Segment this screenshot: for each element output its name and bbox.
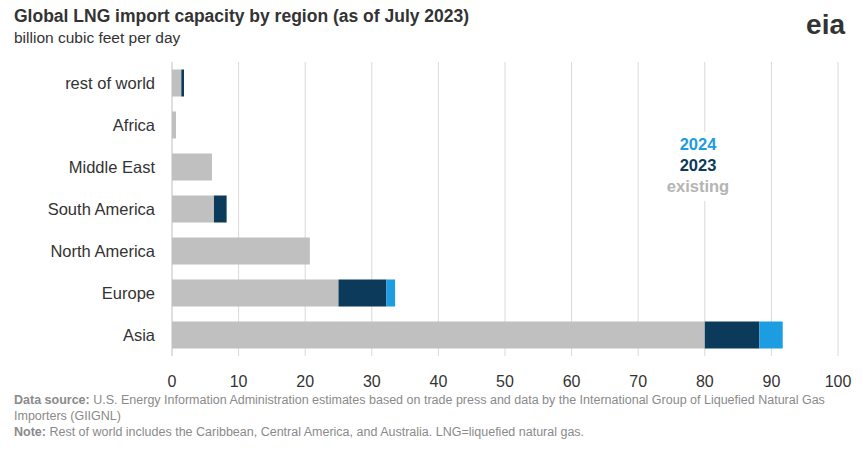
tick-label: 80 bbox=[696, 373, 714, 390]
footer-text: U.S. Energy Information Administration e… bbox=[14, 393, 825, 423]
tick-label: 100 bbox=[825, 373, 852, 390]
bar bbox=[211, 154, 212, 181]
bar bbox=[172, 280, 339, 307]
axis-line bbox=[172, 62, 173, 356]
footer-label: Note: bbox=[14, 425, 46, 439]
bar bbox=[175, 112, 176, 139]
bar bbox=[211, 154, 212, 181]
category-label: rest of world bbox=[65, 74, 155, 92]
legend-label: 2023 bbox=[680, 156, 717, 174]
tick-label: 70 bbox=[629, 373, 647, 390]
bar bbox=[309, 238, 310, 265]
bar bbox=[386, 280, 395, 307]
subtitle: billion cubic feet per day bbox=[14, 29, 181, 46]
grid-line bbox=[838, 62, 839, 356]
tick-label: 0 bbox=[168, 373, 177, 390]
bar bbox=[759, 322, 782, 349]
bar bbox=[339, 280, 387, 307]
legend: 2024 2023 existing bbox=[656, 132, 740, 201]
category-label: North America bbox=[50, 242, 155, 260]
legend-label: 2024 bbox=[680, 135, 718, 153]
bar bbox=[172, 112, 176, 139]
footer-line: Note: Rest of world includes the Caribbe… bbox=[14, 424, 854, 440]
category-label: South America bbox=[48, 200, 156, 218]
tick-label: 20 bbox=[296, 373, 314, 390]
bar bbox=[172, 322, 705, 349]
tick-label: 90 bbox=[763, 373, 781, 390]
bar bbox=[226, 196, 227, 223]
footer: Data source: U.S. Energy Information Adm… bbox=[14, 392, 854, 440]
bar bbox=[705, 322, 760, 349]
footer-line: Data source: U.S. Energy Information Adm… bbox=[14, 392, 854, 424]
grid-line bbox=[571, 62, 572, 356]
bars bbox=[172, 70, 783, 349]
bar bbox=[175, 112, 176, 139]
grid-line bbox=[371, 62, 372, 356]
tick-label: 30 bbox=[363, 373, 381, 390]
grid-line bbox=[238, 62, 239, 356]
category-label: Middle East bbox=[69, 158, 156, 176]
tick-label: 60 bbox=[563, 373, 581, 390]
grid bbox=[239, 62, 838, 356]
grid-line bbox=[305, 62, 306, 356]
bar bbox=[172, 238, 310, 265]
bar bbox=[181, 70, 184, 97]
tick-label: 50 bbox=[496, 373, 514, 390]
grid-line bbox=[438, 62, 439, 356]
legend-bg bbox=[656, 132, 740, 201]
category-label: Europe bbox=[102, 284, 155, 302]
title: Global LNG import capacity by region (as… bbox=[14, 6, 469, 26]
bar bbox=[309, 238, 310, 265]
category-label: Africa bbox=[113, 116, 156, 134]
grid-line bbox=[505, 62, 506, 356]
grid-line bbox=[638, 62, 639, 356]
bar bbox=[183, 70, 184, 97]
footer-label: Data source: bbox=[14, 393, 90, 407]
logo: eia bbox=[806, 9, 845, 40]
grid-line bbox=[704, 62, 705, 356]
category-label: Asia bbox=[123, 326, 156, 344]
tick-label: 40 bbox=[430, 373, 448, 390]
legend-label: existing bbox=[667, 177, 729, 195]
bar bbox=[172, 196, 214, 223]
bar bbox=[172, 70, 181, 97]
bar bbox=[214, 196, 227, 223]
footer-text: Rest of world includes the Caribbean, Ce… bbox=[46, 425, 584, 439]
tick-label: 10 bbox=[230, 373, 248, 390]
bar bbox=[172, 154, 212, 181]
grid-line bbox=[771, 62, 772, 356]
chart: Global LNG import capacity by region (as… bbox=[0, 0, 863, 392]
